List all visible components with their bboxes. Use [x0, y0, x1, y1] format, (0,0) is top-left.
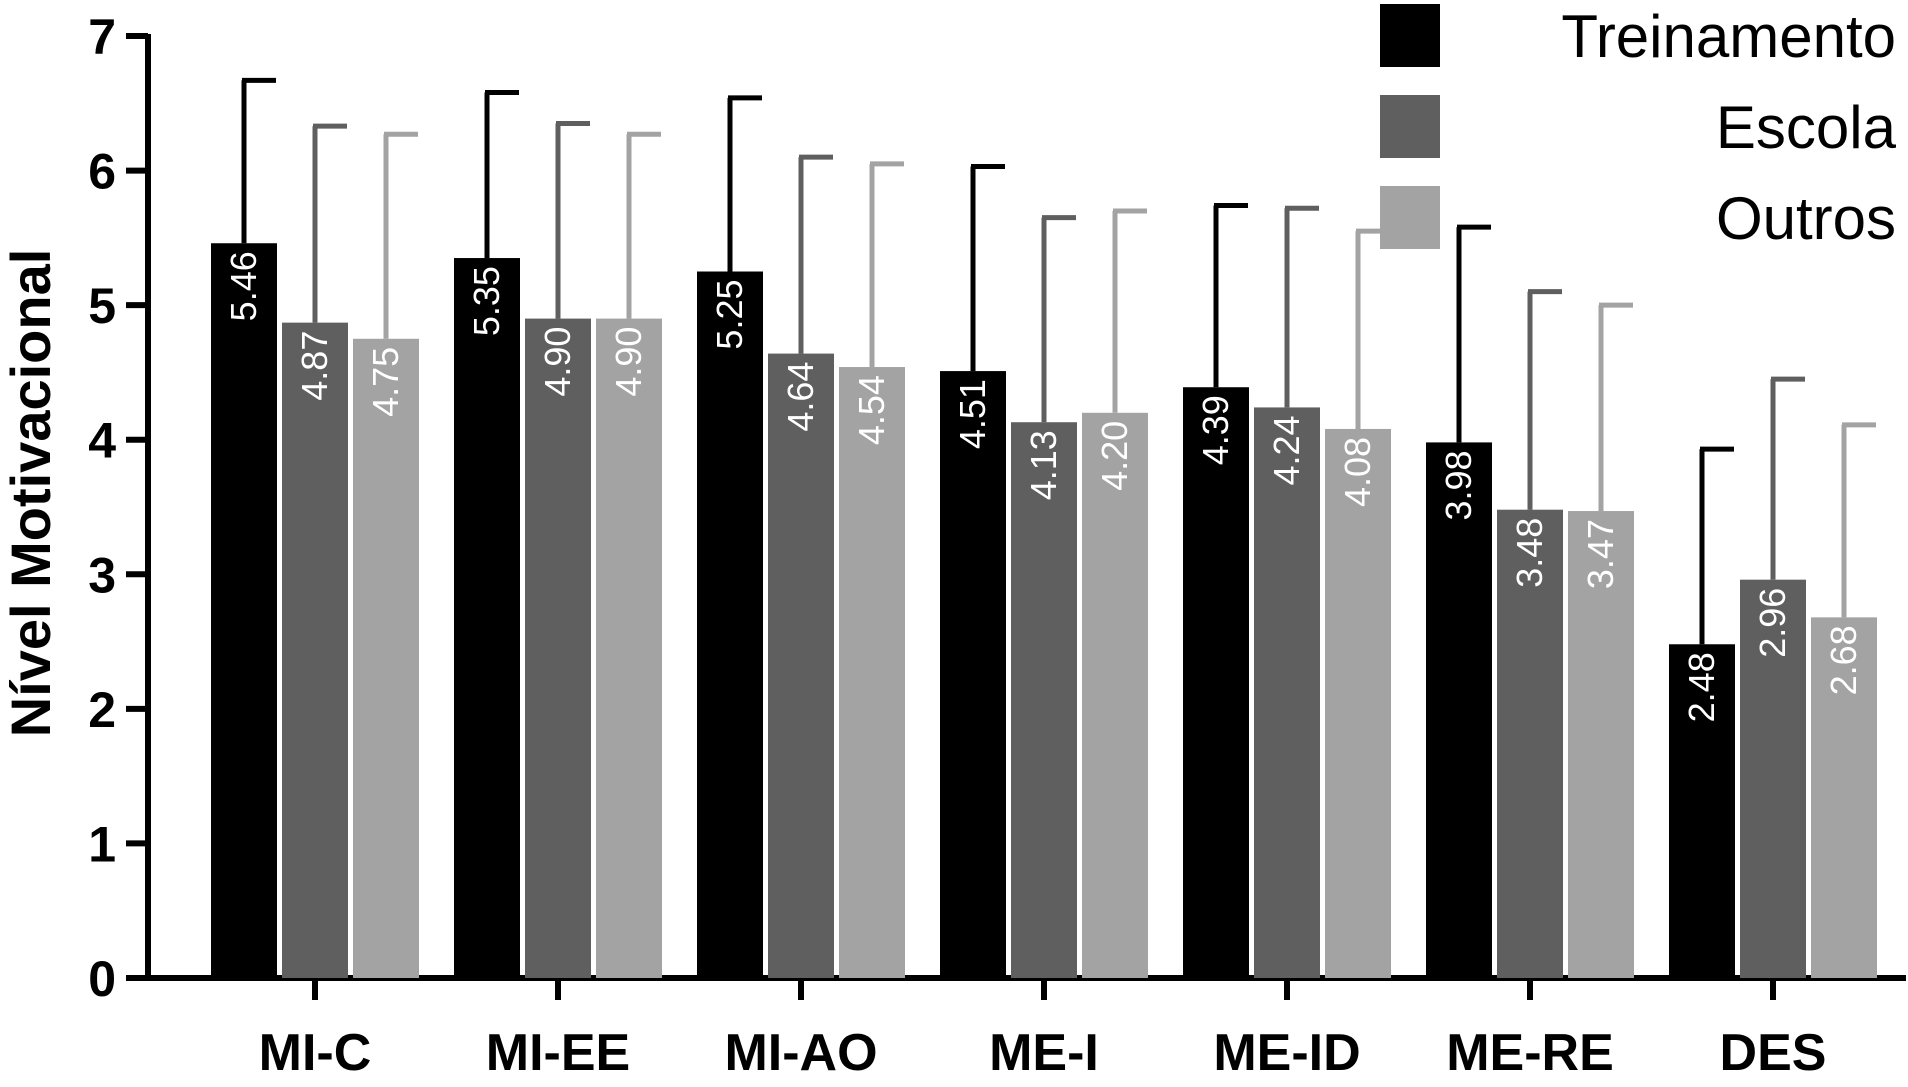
- bar: [1669, 644, 1735, 978]
- y-tick-label: 7: [88, 9, 116, 65]
- bar: [1740, 579, 1806, 978]
- bar-value-label: 4.75: [365, 347, 406, 417]
- x-tick-label: ME-I: [989, 1024, 1099, 1082]
- bar-value-label: 4.54: [851, 375, 892, 445]
- legend-swatch: [1380, 95, 1440, 158]
- legend-swatch: [1380, 4, 1440, 67]
- x-tick-label: ME-RE: [1446, 1024, 1614, 1082]
- y-axis-title: Nível Motivacional: [0, 249, 62, 738]
- bar: [282, 322, 348, 978]
- bar-value-label: 5.46: [223, 251, 264, 321]
- bar-value-label: 4.24: [1266, 415, 1307, 485]
- y-tick-label: 5: [88, 278, 116, 334]
- y-tick-label: 3: [88, 547, 116, 603]
- bar: [525, 318, 591, 979]
- bar-value-label: 2.68: [1823, 625, 1864, 695]
- bar: [1497, 509, 1563, 978]
- x-tick-label: ME-ID: [1213, 1024, 1360, 1082]
- legend-label: Outros: [1716, 185, 1896, 252]
- bar-value-label: 4.90: [608, 327, 649, 397]
- axes: 0 1 2 3 4 5 6 7 MI-C MI-EE MI-AO ME-I ME-ID ME-RE DES: [88, 9, 1906, 1082]
- bars-group: [211, 243, 1877, 979]
- bar-value-label: 4.20: [1094, 421, 1135, 491]
- bar-value-label: 3.98: [1438, 450, 1479, 520]
- bar: [768, 353, 834, 978]
- bar: [1183, 387, 1249, 978]
- bar: [697, 271, 763, 978]
- bar-value-label: 4.08: [1337, 437, 1378, 507]
- bar: [839, 367, 905, 978]
- bar-value-label: 3.47: [1580, 519, 1621, 589]
- y-tick-label: 1: [88, 816, 116, 872]
- bar: [1011, 422, 1077, 979]
- bar-value-label: 2.96: [1752, 588, 1793, 658]
- bar-value-label: 4.51: [952, 379, 993, 449]
- y-tick-label: 0: [88, 951, 116, 1007]
- x-tick-label: MI-EE: [486, 1024, 630, 1082]
- y-tick-label: 2: [88, 682, 116, 738]
- bar-value-label: 4.13: [1023, 430, 1064, 500]
- x-tick-label: MI-AO: [724, 1024, 877, 1082]
- bar: [596, 318, 662, 979]
- y-tick-label: 4: [88, 413, 116, 469]
- bar-value-label: 3.48: [1509, 518, 1550, 588]
- x-tick-label: DES: [1720, 1024, 1827, 1082]
- bar: [940, 371, 1006, 978]
- bar-value-label: 4.64: [780, 362, 821, 432]
- legend: Treinamento Escola Outros: [1380, 3, 1897, 252]
- bar: [1082, 412, 1148, 978]
- legend-label: Escola: [1716, 94, 1897, 161]
- legend-label: Treinamento: [1561, 3, 1896, 70]
- bar-value-label: 5.35: [466, 266, 507, 336]
- bar: [353, 338, 419, 978]
- bar-value-label: 2.48: [1681, 652, 1722, 722]
- legend-swatch: [1380, 186, 1440, 249]
- error-bars-group: [241, 77, 1876, 645]
- y-tick-label: 6: [88, 144, 116, 200]
- bar: [1325, 428, 1391, 978]
- bar-value-label: 4.39: [1195, 395, 1236, 465]
- bar: [454, 258, 520, 978]
- bar: [1426, 442, 1492, 978]
- bar: [1568, 511, 1634, 978]
- bar-labels-group: 5.46 5.35 5.25 4.51 4.39 3.98 2.48 4.87 4.90 4.64…: [223, 251, 1864, 722]
- bar-value-label: 4.87: [294, 331, 335, 401]
- x-tick-label: MI-C: [259, 1024, 372, 1082]
- bar-value-label: 4.90: [537, 327, 578, 397]
- bar-value-label: 5.25: [709, 280, 750, 350]
- bar: [211, 243, 277, 979]
- bar: [1254, 407, 1320, 979]
- bar: [1811, 617, 1877, 978]
